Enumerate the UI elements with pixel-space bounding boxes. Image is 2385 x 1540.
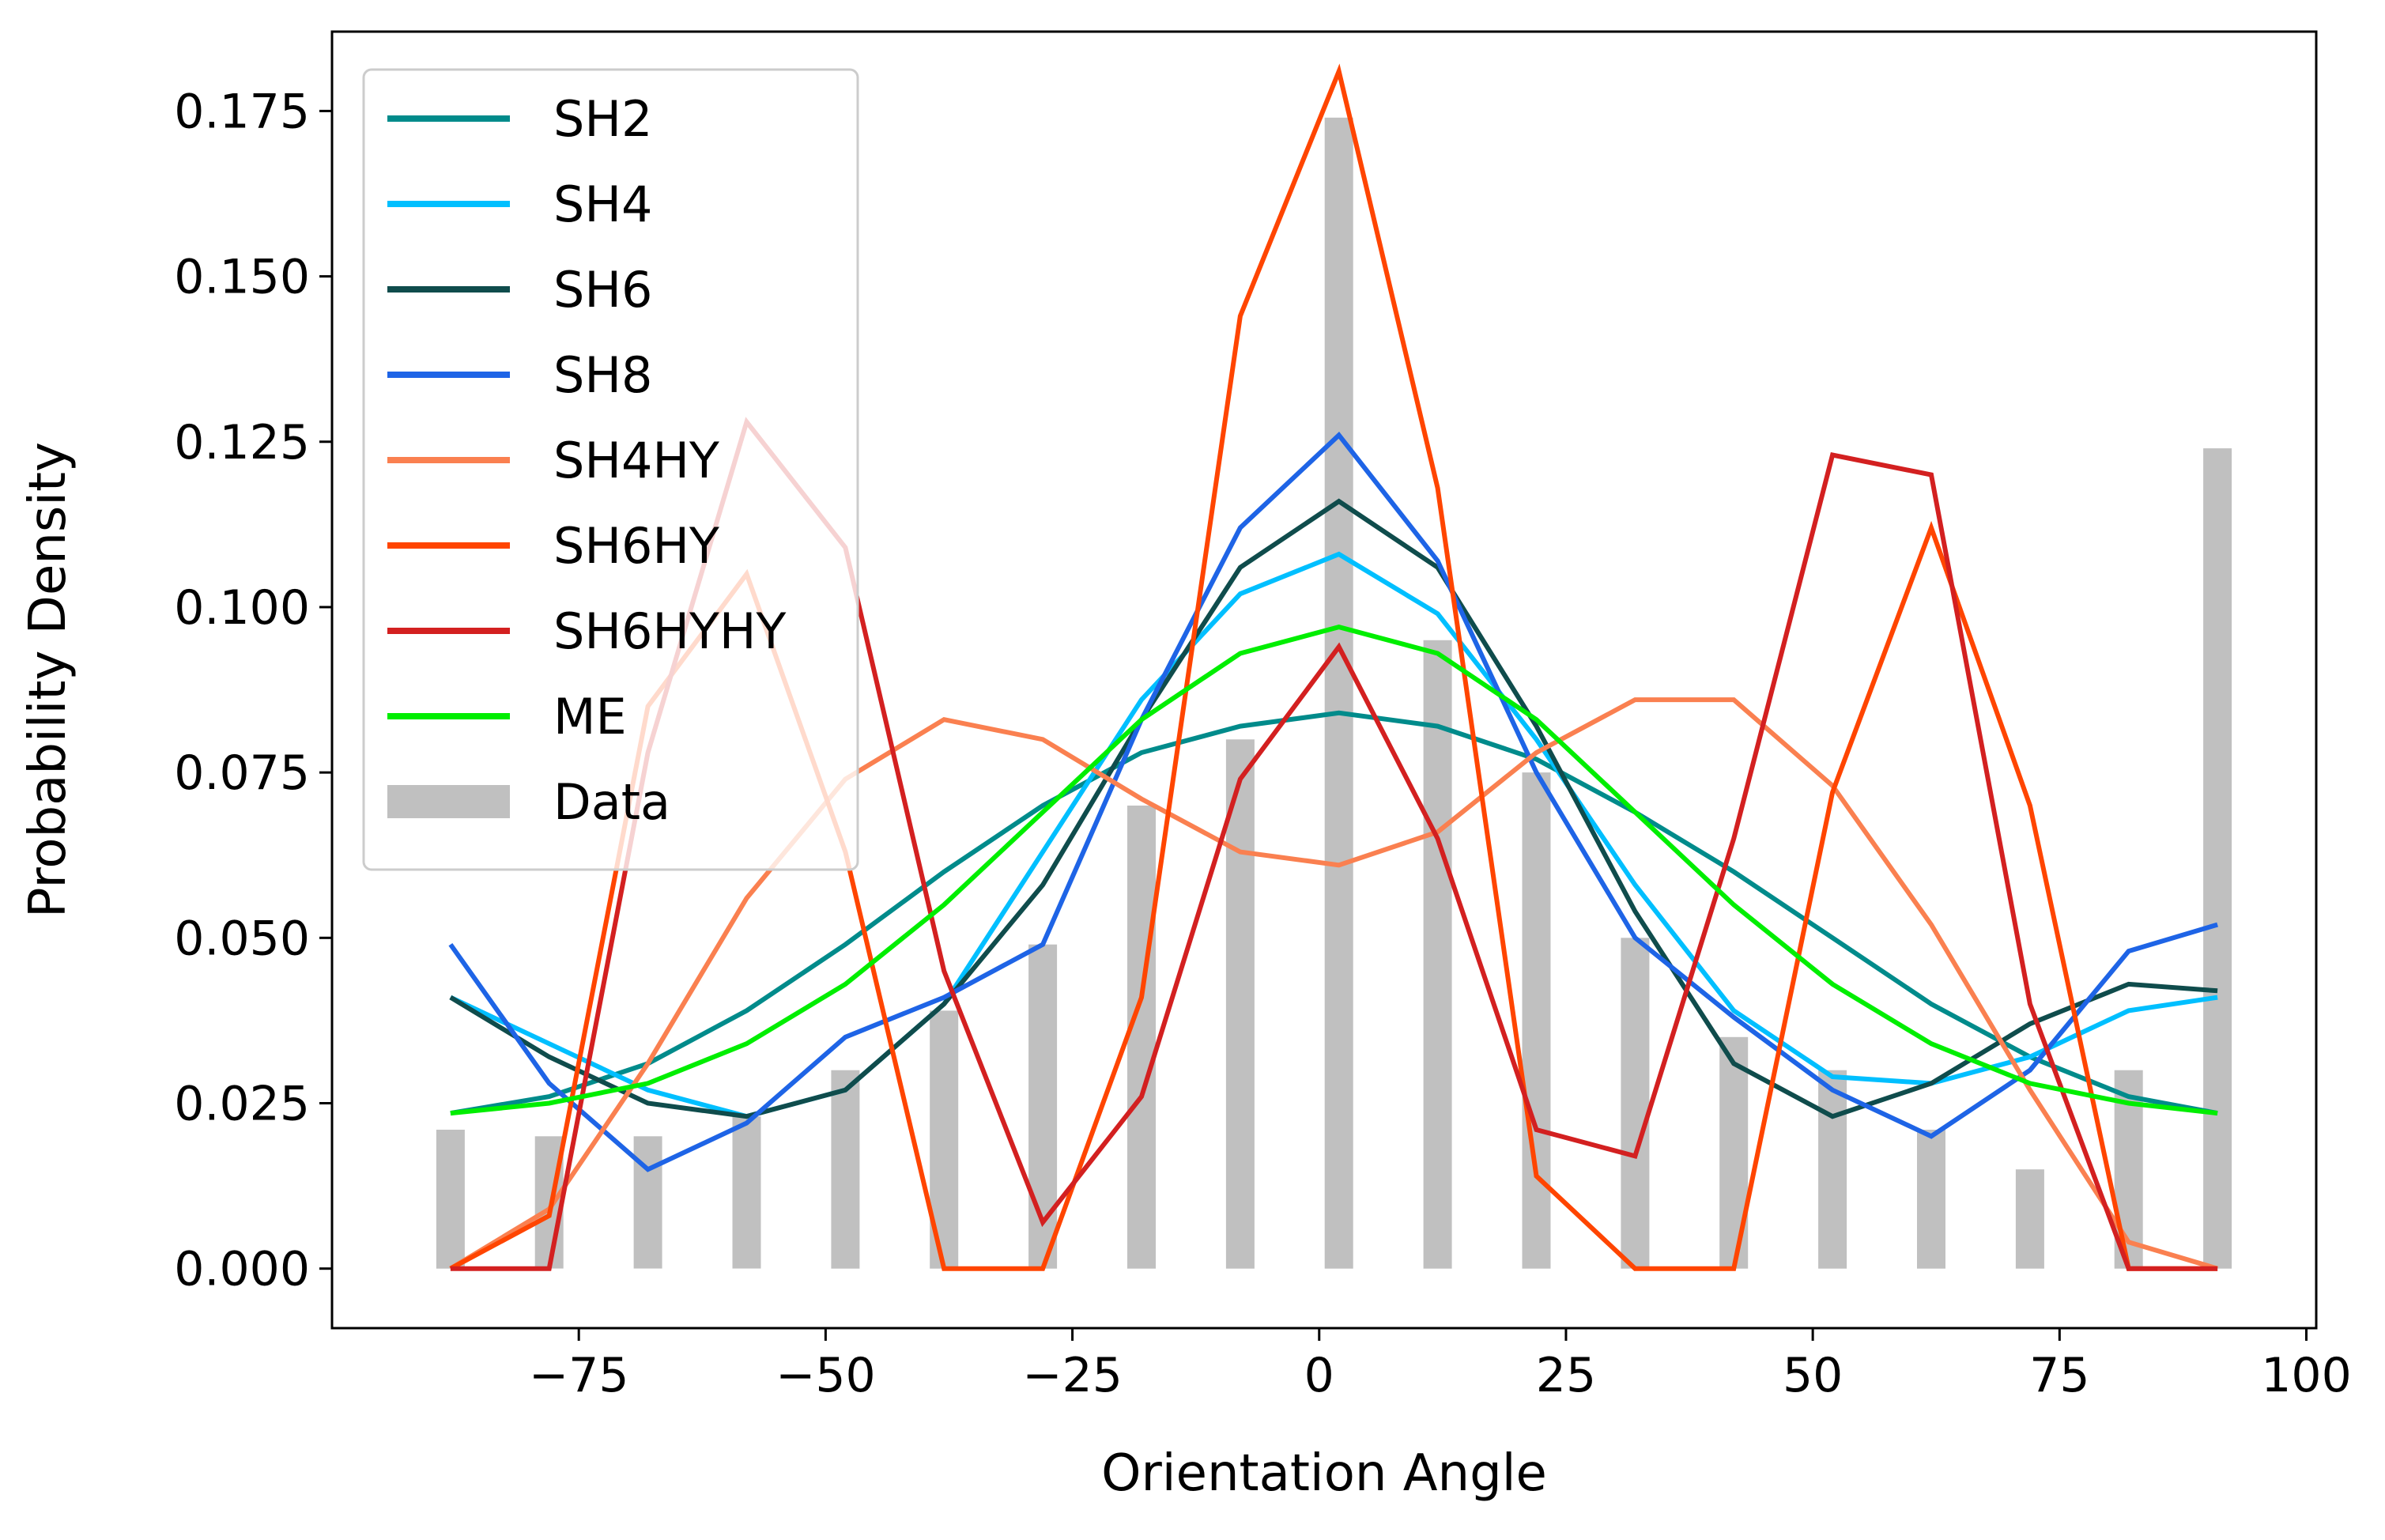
legend-label-sh4: SH4 [553, 176, 652, 233]
data-bar [1127, 806, 1156, 1269]
legend-swatch-data [387, 785, 510, 818]
data-bar [1324, 117, 1353, 1269]
legend-label-me: ME [553, 688, 627, 745]
x-tick-label: −50 [776, 1348, 876, 1403]
x-tick-label: 0 [1304, 1348, 1334, 1403]
legend-box [362, 68, 859, 871]
x-tick-label: 50 [1783, 1348, 1843, 1403]
series-line-sh8 [448, 431, 2218, 1172]
y-axis: 0.000 0.025 0.050 0.075 0.100 0.125 0.150 0.175 [174, 84, 332, 1297]
data-bar [1225, 739, 1255, 1269]
legend-label-sh6hyhy: SH6HYHY [553, 602, 787, 660]
data-bar [1423, 640, 1452, 1269]
y-tick-label: 0.175 [174, 84, 310, 139]
y-axis-label: Probability Density [19, 442, 77, 918]
data-bar [1621, 938, 1650, 1269]
data-bar [633, 1136, 662, 1269]
data-bar [1522, 772, 1551, 1269]
x-tick-label: 100 [2261, 1348, 2352, 1403]
x-tick-label: −25 [1022, 1348, 1123, 1403]
legend-label-sh2: SH2 [553, 90, 652, 148]
legend-label-sh4hy: SH4HY [553, 432, 719, 489]
data-bar [1028, 944, 1058, 1269]
data-bar [1719, 1036, 1749, 1269]
y-tick-label: 0.125 [174, 415, 310, 470]
series-line-me [450, 624, 2218, 1116]
data-bar [436, 1130, 465, 1269]
y-tick-label: 0.025 [174, 1077, 310, 1132]
x-axis: −75 −50 −25 0 25 50 75 100 [529, 1328, 2352, 1403]
legend-label-sh6: SH6 [553, 261, 652, 319]
data-bar [1818, 1070, 1847, 1269]
bars-layer [436, 117, 2232, 1269]
series-line-sh6 [449, 498, 2218, 1119]
legend-label-data: Data [553, 773, 670, 831]
data-bar [1917, 1130, 1945, 1269]
y-tick-label: 0.050 [174, 911, 310, 966]
x-tick-label: 75 [2029, 1348, 2089, 1403]
y-tick-label: 0.100 [174, 580, 310, 636]
legend: SH2 SH4 SH6 SH8 SH4HY SH6HY SH6HYHY ME Data [362, 68, 859, 871]
data-bar [2015, 1169, 2044, 1269]
y-tick-label: 0.075 [174, 745, 310, 801]
data-bar [732, 1116, 761, 1269]
data-bar [2203, 448, 2232, 1269]
x-tick-label: −75 [529, 1348, 629, 1403]
data-bar [831, 1070, 860, 1269]
x-tick-label: 25 [1536, 1348, 1596, 1403]
plot-frame [330, 30, 2318, 1330]
y-tick-label: 0.150 [174, 250, 310, 305]
series-line-sh2 [450, 710, 2218, 1116]
legend-label-sh6hy: SH6HY [553, 517, 719, 575]
x-axis-label: Orientation Angle [1101, 1444, 1547, 1503]
y-tick-label: 0.000 [174, 1242, 310, 1297]
legend-label-sh8: SH8 [553, 346, 652, 404]
series-line-sh4hy [449, 697, 2218, 1271]
